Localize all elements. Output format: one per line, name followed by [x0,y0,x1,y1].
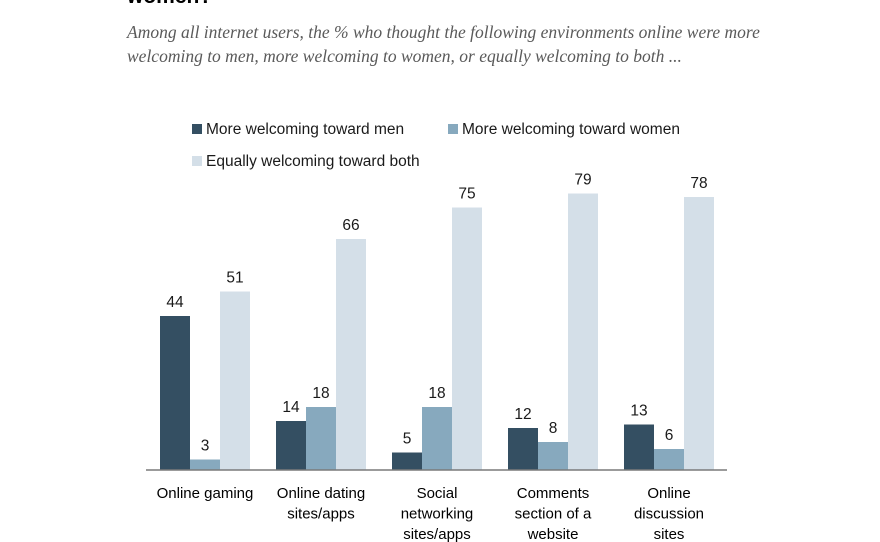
legend-label-men: More welcoming toward men [206,121,405,138]
category-label-line: Comments [517,485,590,502]
category-label-line: website [527,526,579,542]
value-label-men-3: 12 [514,406,531,423]
value-label-both-4: 78 [690,175,707,192]
legend-label-both: Equally welcoming toward both [206,153,420,170]
value-label-women-4: 6 [665,427,674,444]
legend-swatch-both [192,156,202,166]
legend-swatch-men [192,124,202,134]
value-label-both-1: 66 [342,217,359,234]
category-label-2: Social networking sites/apps [401,485,474,542]
category-label-line: Online [647,485,690,502]
bar-both-4 [684,197,714,470]
category-label-line: Online dating [277,485,365,502]
bar-men-1 [276,421,306,470]
chart-subtitle: Among all internet users, the % who thou… [127,22,760,66]
category-label-line: section of a [515,506,592,523]
legend-label-women: More welcoming toward women [462,121,680,138]
bar-men-4 [624,424,654,470]
bar-both-2 [452,207,482,470]
bar-both-1 [336,239,366,470]
bar-women-4 [654,449,684,470]
category-label-line: discussion [634,506,704,523]
value-labels-group: 44 3 51 14 18 66 5 18 75 12 8 79 13 6 78 [166,172,707,455]
bar-men-3 [508,428,538,470]
category-label-line: sites [654,526,685,542]
value-label-women-3: 8 [549,420,558,437]
category-label-3: Comments section of a website [515,485,592,542]
value-label-both-3: 79 [574,172,591,189]
bar-women-0 [190,459,220,470]
chart-title: women? [127,0,212,8]
category-label-line: sites/apps [287,506,355,523]
category-label-4: Online discussion sites [634,485,704,542]
value-label-women-0: 3 [201,438,210,455]
bar-women-3 [538,442,568,470]
value-label-both-0: 51 [226,270,243,287]
value-label-women-1: 18 [312,385,329,402]
bar-women-2 [422,407,452,470]
bars-group [160,193,714,470]
category-label-0: Online gaming [157,485,254,502]
legend-item-men: More welcoming toward men [192,121,404,139]
category-label-line: Online gaming [157,485,254,502]
bar-both-3 [568,193,598,470]
legend-swatch-women [448,124,458,134]
bar-men-0 [160,316,190,470]
category-labels-group: Online gaming Online dating sites/appsSoci… [157,485,704,542]
value-label-women-2: 18 [428,385,445,402]
value-label-men-0: 44 [166,294,184,311]
category-label-line: networking [401,506,474,523]
bar-men-2 [392,452,422,470]
value-label-men-1: 14 [282,399,300,416]
category-label-line: sites/apps [403,526,471,542]
category-label-1: Online dating sites/apps [277,485,365,523]
bar-women-1 [306,407,336,470]
legend-item-both: Equally welcoming toward both [192,153,420,171]
legend-item-women: More welcoming toward women [448,121,680,139]
category-label-line: Social [417,485,458,502]
value-label-men-2: 5 [403,431,412,448]
bar-both-0 [220,291,250,470]
value-label-men-4: 13 [630,403,647,420]
value-label-both-2: 75 [458,186,475,203]
